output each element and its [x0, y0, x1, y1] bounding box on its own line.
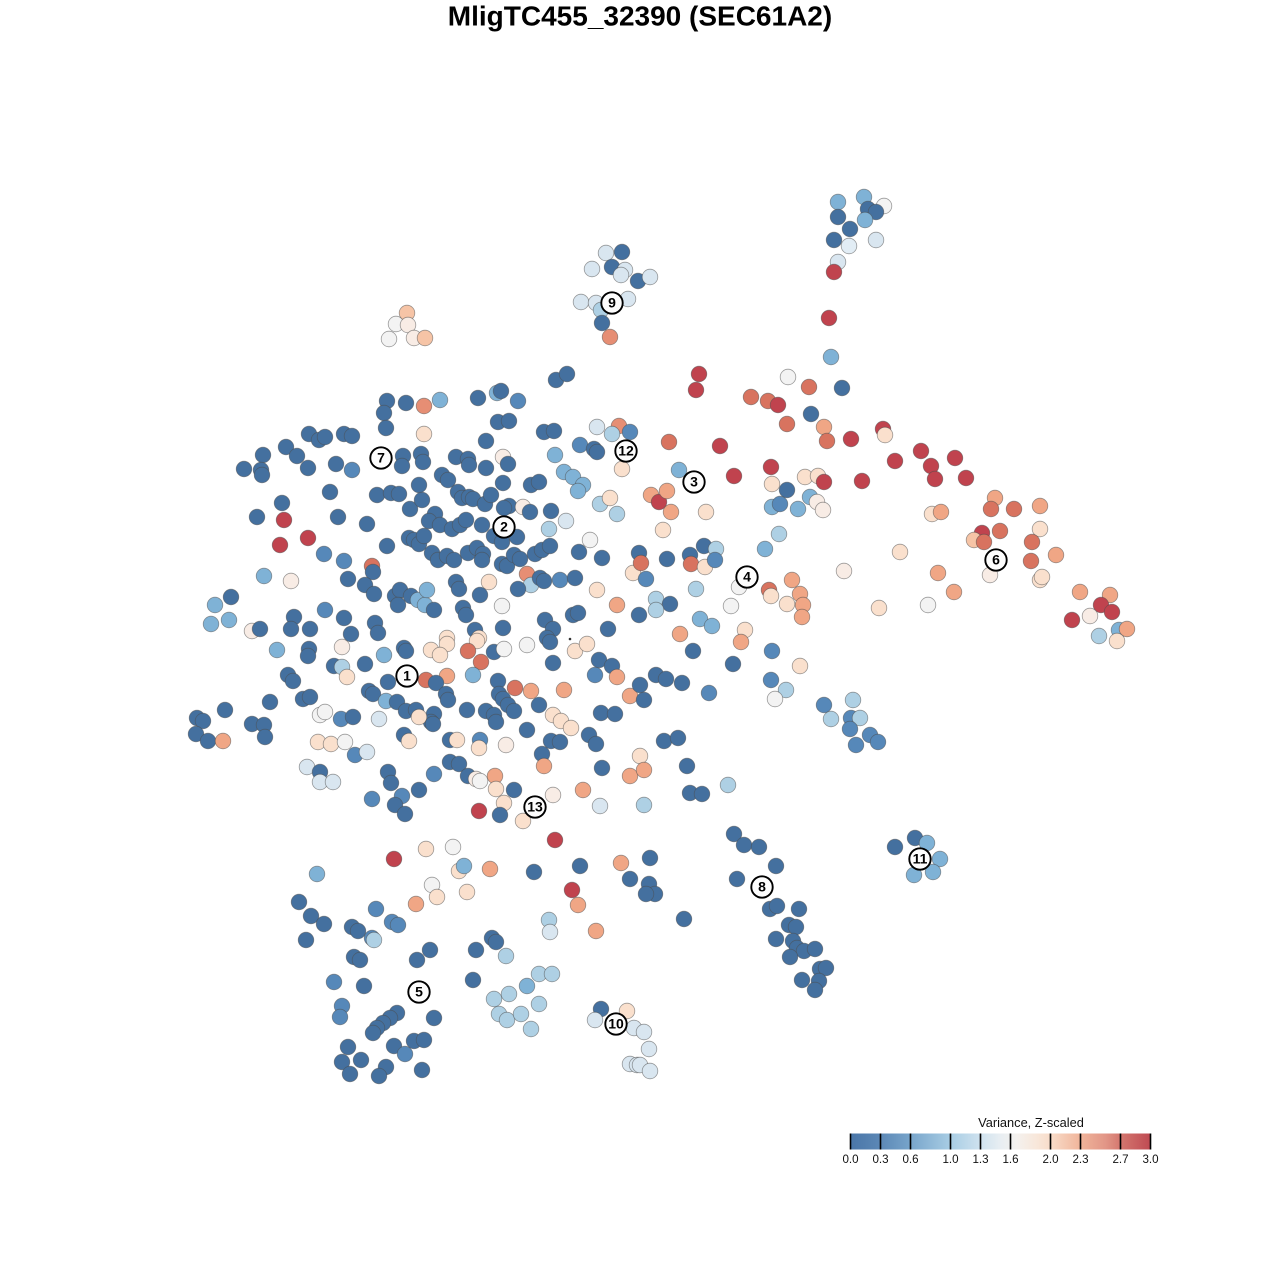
svg-text:5: 5: [415, 984, 423, 1000]
svg-text:3: 3: [690, 474, 698, 490]
svg-text:4: 4: [743, 569, 751, 585]
svg-text:10: 10: [608, 1016, 624, 1032]
svg-text:1: 1: [403, 668, 411, 684]
svg-text:2.7: 2.7: [1112, 1153, 1128, 1166]
svg-text:2.3: 2.3: [1072, 1153, 1088, 1166]
svg-text:13: 13: [527, 799, 543, 815]
svg-text:1.3: 1.3: [972, 1153, 988, 1166]
svg-text:7: 7: [377, 450, 385, 466]
svg-text:0.6: 0.6: [902, 1153, 918, 1166]
svg-text:2: 2: [500, 519, 508, 535]
svg-text:1.0: 1.0: [942, 1153, 958, 1166]
svg-text:6: 6: [992, 552, 1000, 568]
svg-text:2.0: 2.0: [1042, 1153, 1058, 1166]
svg-text:0.0: 0.0: [842, 1153, 858, 1166]
svg-text:1.6: 1.6: [1002, 1153, 1018, 1166]
svg-text:9: 9: [608, 295, 616, 311]
svg-text:MligTC455_32390 (SEC61A2): MligTC455_32390 (SEC61A2): [448, 1, 832, 32]
svg-text:11: 11: [913, 851, 928, 867]
svg-text:3.0: 3.0: [1142, 1153, 1158, 1166]
svg-text:8: 8: [758, 879, 766, 895]
svg-text:12: 12: [618, 443, 634, 459]
svg-text:0.3: 0.3: [872, 1153, 888, 1166]
svg-text:Variance, Z-scaled: Variance, Z-scaled: [978, 1115, 1084, 1130]
